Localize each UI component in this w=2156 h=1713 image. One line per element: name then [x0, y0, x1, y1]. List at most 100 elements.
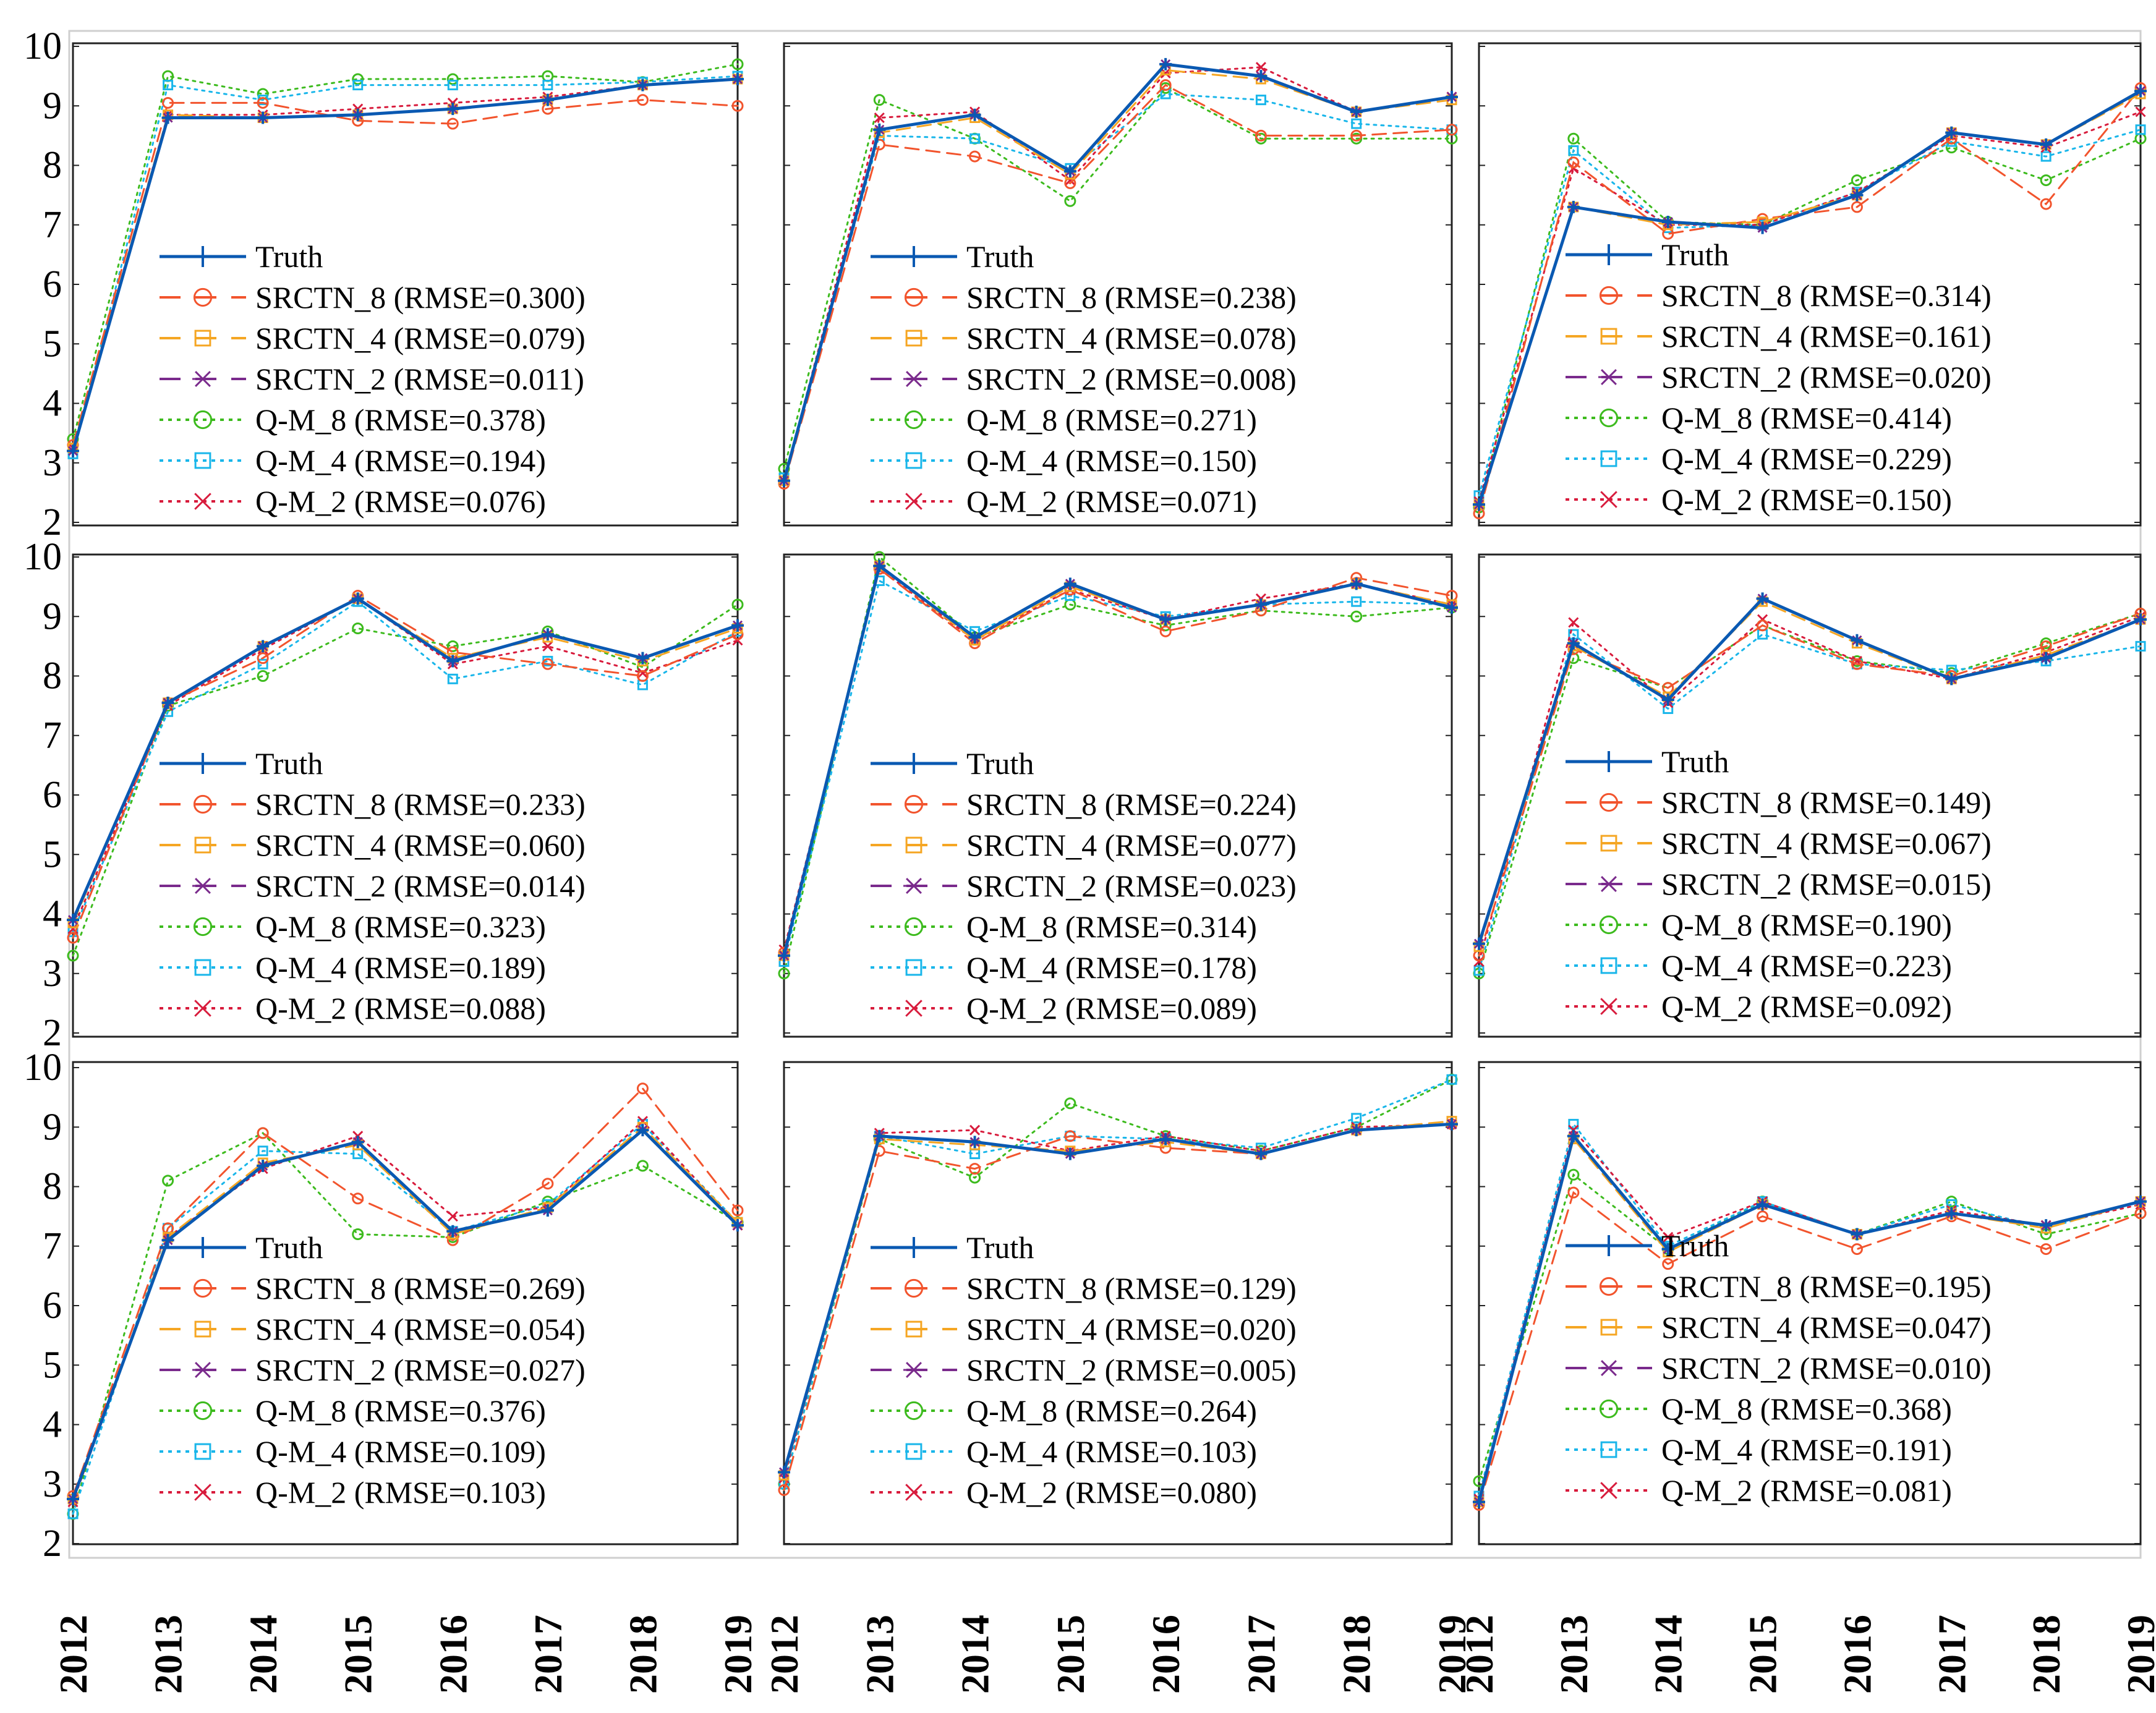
legend-marker	[194, 836, 211, 854]
data-point	[542, 1178, 554, 1190]
legend-marker	[904, 794, 924, 814]
legend-label: Q-M_2 (RMSE=0.089)	[966, 991, 1257, 1026]
series-line	[71, 597, 739, 922]
plot-area	[72, 553, 739, 1038]
series-line	[1477, 89, 2142, 506]
legend-marker	[1598, 1360, 1619, 1376]
series-line	[783, 555, 1453, 975]
legend-marker	[904, 410, 924, 430]
legend-item-q-m-8: Q-M_8 (RMSE=0.314)	[871, 909, 1257, 944]
legend-marker	[904, 287, 924, 307]
data-point	[1567, 1186, 1580, 1199]
data-point	[637, 1116, 648, 1127]
plot-area	[72, 42, 739, 527]
data-point	[1567, 132, 1580, 145]
data-point	[1350, 129, 1363, 142]
data-point	[161, 696, 174, 709]
legend-label: Truth	[1661, 1228, 1729, 1263]
legend-label: SRCTN_2 (RMSE=0.011)	[255, 362, 584, 396]
data-point	[257, 640, 270, 653]
x-tick-label: 2019	[2119, 1615, 2156, 1694]
series-truth	[67, 72, 744, 457]
data-point	[1160, 67, 1171, 79]
legend-item-q-m-4: Q-M_4 (RMSE=0.109)	[160, 1434, 546, 1469]
legend-item-srctn-4: SRCTN_4 (RMSE=0.060)	[160, 828, 586, 862]
legend-label: SRCTN_8 (RMSE=0.314)	[1661, 278, 1992, 313]
legend-label: Q-M_4 (RMSE=0.178)	[966, 950, 1257, 985]
series-line	[71, 77, 739, 453]
plot-area	[1478, 1061, 2142, 1545]
legend-item-q-m-8: Q-M_8 (RMSE=0.368)	[1566, 1392, 1952, 1426]
y-tick-label: 8	[43, 145, 62, 187]
data-point	[67, 914, 79, 927]
legend-label: Q-M_2 (RMSE=0.071)	[966, 484, 1257, 519]
legend-item-q-m-4: Q-M_4 (RMSE=0.223)	[1566, 948, 1952, 983]
data-point	[351, 1136, 364, 1149]
legend-marker	[1600, 998, 1617, 1015]
legend-item-q-m-4: Q-M_4 (RMSE=0.191)	[1566, 1432, 1952, 1467]
legend-label: Q-M_2 (RMSE=0.081)	[1661, 1473, 1952, 1508]
panel-9: Truth SRCTN_8 (RMSE=0.195) SRCTN_4 (RMSE=0…	[1473, 1061, 2147, 1545]
data-point	[1063, 165, 1076, 178]
data-point	[636, 1124, 649, 1137]
legend-marker	[1600, 835, 1617, 852]
data-point	[778, 1484, 790, 1496]
data-point	[446, 1225, 459, 1238]
legend-label: Q-M_2 (RMSE=0.092)	[1661, 989, 1952, 1024]
legend-marker	[1598, 1235, 1619, 1256]
panel-2: Truth SRCTN_8 (RMSE=0.238) SRCTN_4 (RMSE=0…	[778, 42, 1458, 527]
data-point	[1446, 1118, 1458, 1131]
data-point	[1473, 1495, 1485, 1508]
data-point	[1473, 498, 1485, 511]
legend-item-q-m-2: Q-M_2 (RMSE=0.081)	[1566, 1473, 1952, 1508]
legend-item-srctn-2: SRCTN_2 (RMSE=0.014)	[160, 869, 586, 903]
x-tick-label: 2016	[1144, 1615, 1188, 1694]
legend-marker	[905, 1000, 922, 1017]
legend-label: SRCTN_2 (RMSE=0.027)	[255, 1353, 586, 1387]
legend-marker	[194, 959, 211, 976]
data-point	[542, 658, 554, 670]
legend-label: Q-M_8 (RMSE=0.368)	[1661, 1392, 1952, 1426]
data-point	[1446, 124, 1458, 136]
legend-label: SRCTN_4 (RMSE=0.161)	[1661, 319, 1992, 354]
legend-marker	[1599, 286, 1619, 305]
legend-item-q-m-2: Q-M_2 (RMSE=0.150)	[1566, 482, 1952, 517]
data-point	[1661, 1243, 1674, 1256]
series-srctn-8	[67, 1082, 744, 1502]
x-tick-label: 2014	[953, 1615, 997, 1694]
legend-marker	[1599, 408, 1619, 428]
legend-marker	[905, 1320, 922, 1338]
data-point	[1851, 1228, 1864, 1241]
legend-item-srctn-8: SRCTN_8 (RMSE=0.224)	[871, 787, 1297, 822]
legend-label: SRCTN_8 (RMSE=0.238)	[966, 280, 1297, 315]
legend-item-srctn-4: SRCTN_4 (RMSE=0.161)	[1566, 319, 1992, 354]
data-point	[969, 1171, 981, 1184]
legend-marker	[905, 959, 922, 976]
data-point	[541, 628, 554, 641]
x-tick-label: 2019	[1430, 1615, 1474, 1694]
data-point	[874, 112, 885, 124]
legend-marker	[903, 371, 924, 387]
data-point	[257, 1127, 269, 1139]
data-point	[1757, 619, 1769, 632]
legend: Truth SRCTN_8 (RMSE=0.195) SRCTN_4 (RMSE=0…	[1566, 1228, 1992, 1508]
legend-marker	[194, 452, 211, 469]
legend-item-srctn-2: SRCTN_2 (RMSE=0.005)	[871, 1353, 1297, 1387]
data-point	[2040, 138, 2053, 151]
x-tick-label: 2012	[1457, 1615, 1501, 1694]
legend-item-truth: Truth	[160, 239, 323, 274]
legend-item-srctn-8: SRCTN_8 (RMSE=0.233)	[160, 787, 586, 822]
legend-item-srctn-4: SRCTN_4 (RMSE=0.020)	[871, 1312, 1297, 1346]
series-srctn-8	[778, 79, 1458, 490]
legend-marker	[903, 1237, 924, 1258]
data-point	[2040, 1219, 2053, 1232]
data-point	[731, 72, 744, 85]
y-tick-label: 5	[43, 833, 62, 875]
x-tick-label: 2018	[1335, 1615, 1379, 1694]
series-truth	[778, 559, 1458, 962]
data-point	[1064, 195, 1076, 207]
legend-marker	[194, 1000, 211, 1017]
legend-label: Q-M_8 (RMSE=0.323)	[255, 909, 546, 944]
legend-item-srctn-8: SRCTN_8 (RMSE=0.149)	[1566, 785, 1992, 820]
